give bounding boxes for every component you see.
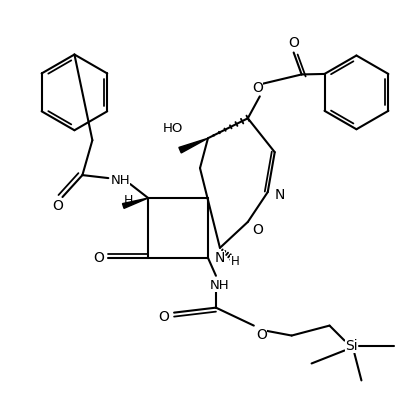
Text: N: N <box>215 251 225 265</box>
Text: H: H <box>230 255 239 268</box>
Polygon shape <box>179 138 208 153</box>
Text: H: H <box>124 193 133 207</box>
Text: O: O <box>159 310 169 324</box>
Text: O: O <box>252 223 263 237</box>
Text: HO: HO <box>163 122 183 135</box>
Text: Si: Si <box>345 339 358 353</box>
Text: NH: NH <box>110 173 130 187</box>
Polygon shape <box>122 198 148 208</box>
Text: O: O <box>288 36 299 49</box>
Text: O: O <box>252 81 263 95</box>
Text: O: O <box>52 199 63 213</box>
Text: O: O <box>93 251 104 265</box>
Text: NH: NH <box>210 279 230 292</box>
Text: N: N <box>274 188 285 202</box>
Text: O: O <box>256 328 267 342</box>
